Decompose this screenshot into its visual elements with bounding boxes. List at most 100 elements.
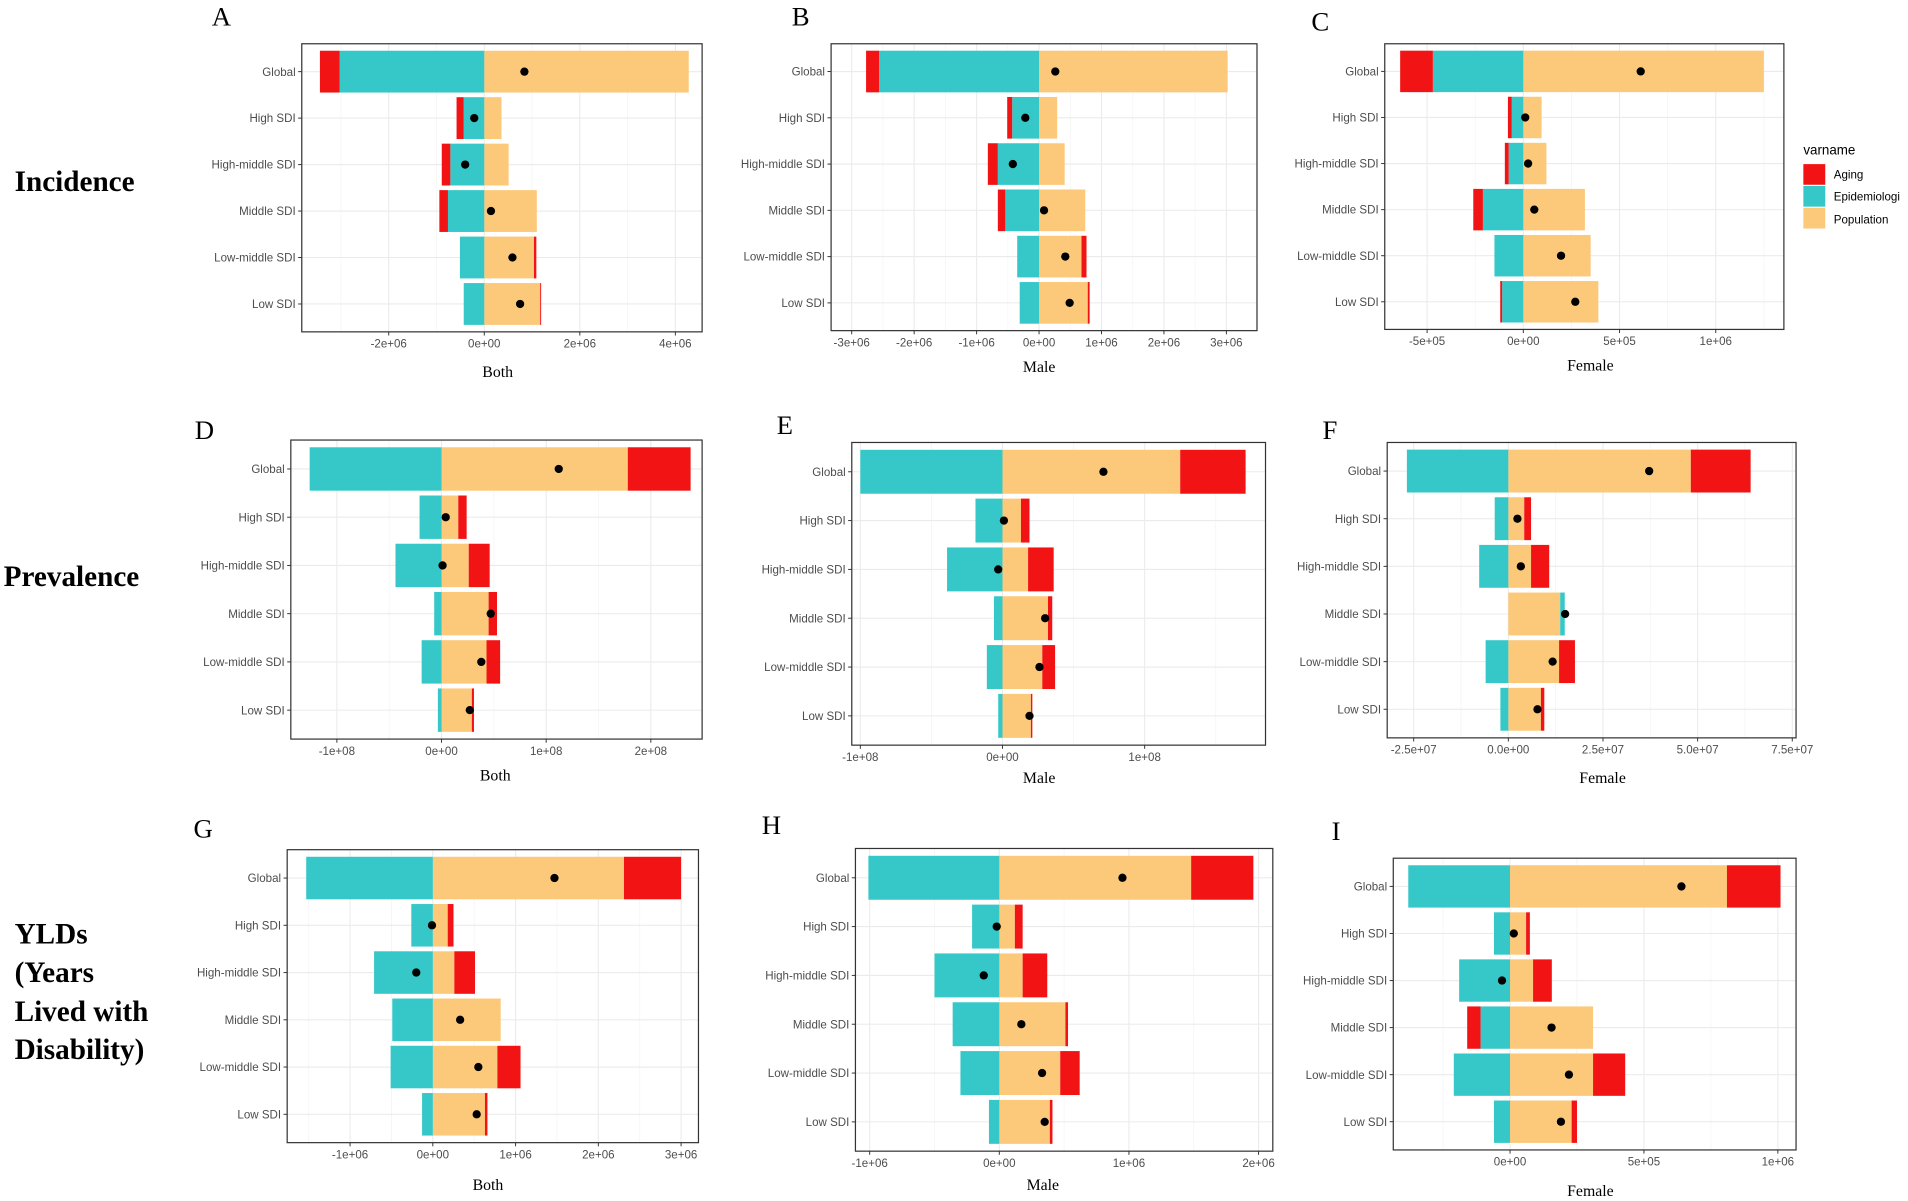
panel-e-total-dot-high-sdi xyxy=(999,516,1009,525)
panel-h-bar-high-middle-sdi-population xyxy=(999,953,1023,998)
panel-f-x-tick-label: 5.0e+07 xyxy=(1677,745,1719,757)
panel-c-bar-low-sdi-population xyxy=(1523,281,1599,323)
panel-f-category-label-low-middle-sdi: Low-middle SDI xyxy=(1300,657,1382,669)
panel-h-x-tick-label: 2e+06 xyxy=(1242,1158,1274,1170)
panel-a-bar-global-epidemiological xyxy=(339,50,485,93)
panel-a-category-label-middle-sdi: Middle SDI xyxy=(239,206,296,218)
panel-f-bar-global-aging xyxy=(1690,449,1751,493)
panel-f-x-tick-label: -2.5e+07 xyxy=(1391,745,1437,757)
panel-h-bar-low-middle-sdi-population xyxy=(999,1051,1061,1096)
legend-label-epidemiological: Epidemiologi xyxy=(1834,192,1900,204)
panel-b-bar-middle-sdi-epidemiological xyxy=(1005,189,1040,232)
panel-c-bar-high-sdi-epidemiological xyxy=(1511,96,1524,139)
panel-f-category-label-low-sdi: Low SDI xyxy=(1337,704,1381,716)
panel-d-bar-low-sdi-epidemiological xyxy=(437,688,442,732)
panel-f: -2.5e+07 0.0e+00 2.5e+07 5.0e+07 7.5e+07 Glob… xyxy=(1297,415,1813,787)
panel-f-category-label-global: Global xyxy=(1348,466,1381,478)
panel-h-bar-high-middle-sdi-aging xyxy=(1022,953,1048,998)
panel-e-x-axis-title: Male xyxy=(1023,770,1055,787)
panel-i-bar-global-aging xyxy=(1726,865,1781,908)
row-label-ylds-line-4: Disability) xyxy=(15,1034,145,1066)
panel-a-x-tick-label: 2e+06 xyxy=(564,339,596,351)
panel-e-bar-global-aging xyxy=(1180,449,1246,494)
panel-c-total-dot-middle-sdi xyxy=(1530,205,1539,214)
legend-key-aging xyxy=(1803,164,1826,185)
panel-d-total-dot-high-sdi xyxy=(441,513,450,522)
panel-g-bar-low-middle-sdi-population xyxy=(432,1045,498,1089)
panel-i-bar-high-sdi-population xyxy=(1510,912,1527,955)
panel-d-bar-global-epidemiological xyxy=(309,447,442,491)
panel-b-total-dot-high-middle-sdi xyxy=(1008,159,1017,169)
panel-e-bar-middle-sdi-population xyxy=(1002,596,1048,641)
panel-g-bar-low-sdi-epidemiological xyxy=(422,1093,433,1136)
panel-a-bar-middle-sdi-epidemiological xyxy=(447,190,485,232)
panel-i-total-dot-middle-sdi xyxy=(1547,1023,1556,1032)
panel-b-x-axis-title: Male xyxy=(1023,359,1055,376)
panel-d-x-axis-title: Both xyxy=(480,767,511,784)
panel-a-bar-low-sdi-aging xyxy=(540,283,542,325)
panel-g-x-tick-label: 1e+06 xyxy=(499,1149,531,1161)
panel-i-bar-global-population xyxy=(1510,865,1727,908)
panel-b-border xyxy=(830,43,1258,332)
panel-f-bar-high-middle-sdi-epidemiological xyxy=(1479,544,1509,588)
panel-a-category-label-high-middle-sdi: High-middle SDI xyxy=(212,160,296,172)
panel-g-x-tick-label: 0e+00 xyxy=(417,1149,449,1161)
panel-h-total-dot-high-sdi xyxy=(992,922,1001,931)
panel-g-x-tick-label: 3e+06 xyxy=(665,1149,697,1161)
panel-d-bar-low-middle-sdi-aging xyxy=(486,640,501,684)
panel-h-bar-high-sdi-population xyxy=(999,904,1015,949)
panel-i-bar-low-sdi-aging xyxy=(1571,1100,1577,1143)
panel-d-total-dot-middle-sdi xyxy=(486,609,495,618)
panel-d-bar-global-aging xyxy=(627,447,691,491)
panel-c-category-label-middle-sdi: Middle SDI xyxy=(1322,205,1379,217)
panel-g-category-label-high-sdi: High SDI xyxy=(235,920,281,932)
panel-g: -1e+06 0e+00 1e+06 2e+06 3e+06 Global High SDI… xyxy=(194,814,700,1194)
panel-b-bar-high-sdi-population xyxy=(1039,96,1058,139)
panel-c-total-dot-low-sdi xyxy=(1571,297,1580,306)
panel-f-bar-global-epidemiological xyxy=(1406,449,1509,493)
panel-c-total-dot-high-sdi xyxy=(1521,113,1530,122)
panel-h-category-label-middle-sdi: Middle SDI xyxy=(793,1019,850,1031)
panel-h-x-tick-label: 0e+00 xyxy=(983,1158,1015,1170)
panel-a-x-tick-label: -2e+06 xyxy=(371,339,407,351)
panel-e-total-dot-low-middle-sdi xyxy=(1035,662,1044,672)
panel-e-bar-global-population xyxy=(1002,449,1181,494)
panel-b-bar-high-middle-sdi-aging xyxy=(987,143,998,185)
panel-f-bar-middle-sdi-population xyxy=(1508,592,1561,636)
panel-e-bar-middle-sdi-aging xyxy=(1047,596,1053,641)
panel-g-category-label-low-middle-sdi: Low-middle SDI xyxy=(200,1062,282,1074)
legend-key-population xyxy=(1803,207,1826,229)
legend-label-population: Population xyxy=(1834,215,1889,227)
panel-d-border xyxy=(290,439,703,740)
panel-a-category-label-global: Global xyxy=(262,67,295,79)
panel-c-x-tick-label: -5e+05 xyxy=(1409,336,1445,348)
panel-e-bar-high-middle-sdi-epidemiological xyxy=(947,547,1003,592)
panel-c-total-dot-high-middle-sdi xyxy=(1523,159,1533,168)
panel-e-border xyxy=(851,441,1267,746)
panel-e-category-label-low-sdi: Low SDI xyxy=(802,711,846,723)
panel-g-category-label-low-sdi: Low SDI xyxy=(237,1109,281,1121)
panel-i-x-tick-label: 0e+00 xyxy=(1494,1157,1526,1169)
panel-c-category-label-low-middle-sdi: Low-middle SDI xyxy=(1297,251,1379,263)
panel-a-total-dot-high-middle-sdi xyxy=(461,160,470,169)
panel-g-total-dot-middle-sdi xyxy=(455,1015,465,1024)
panel-h-bar-global-population xyxy=(999,855,1192,900)
panel-b-bar-low-middle-sdi-aging xyxy=(1081,235,1087,278)
panel-i-bar-global-epidemiological xyxy=(1408,865,1511,908)
panel-a-bar-high-sdi-aging xyxy=(456,97,464,140)
panel-h: -1e+06 0e+00 1e+06 2e+06 Global High SDI High-… xyxy=(762,810,1275,1194)
panel-d: -1e+08 0e+00 1e+08 2e+08 Global High SDI High-… xyxy=(195,415,703,784)
panel-a-total-dot-low-middle-sdi xyxy=(508,253,517,262)
panel-g-bar-high-sdi-population xyxy=(432,904,448,947)
panel-d-bar-high-sdi-aging xyxy=(458,495,467,539)
panel-g-bar-high-middle-sdi-epidemiological xyxy=(374,951,433,994)
panel-h-bar-global-epidemiological xyxy=(868,855,1000,900)
panel-f-bar-global-population xyxy=(1508,449,1691,493)
panel-d-total-dot-high-middle-sdi xyxy=(438,561,447,570)
panel-i-letter: I xyxy=(1332,816,1341,846)
panel-a-category-label-low-middle-sdi: Low-middle SDI xyxy=(214,253,296,265)
panel-c-border xyxy=(1384,43,1785,331)
panel-c-bar-low-sdi-epidemiological xyxy=(1502,281,1524,323)
panel-h-category-label-global: Global xyxy=(816,873,849,885)
panel-e-bar-high-sdi-aging xyxy=(1020,498,1030,543)
